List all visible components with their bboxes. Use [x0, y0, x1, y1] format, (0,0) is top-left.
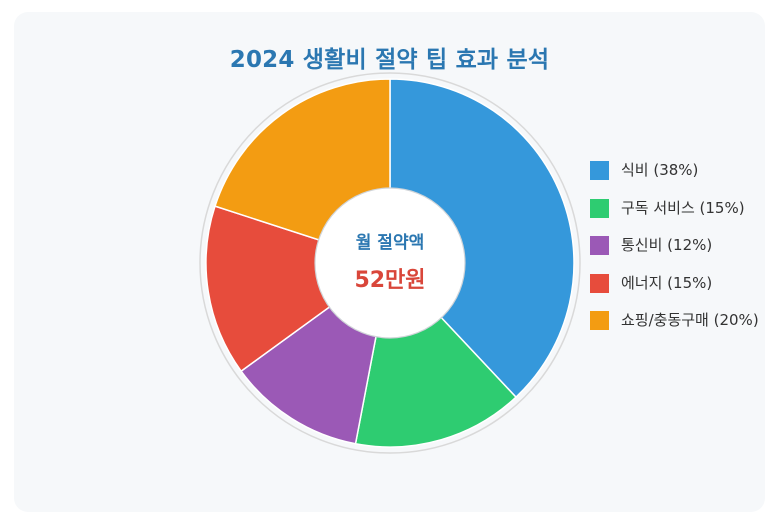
chart-title: 2024 생활비 절약 팁 효과 분석	[229, 47, 550, 73]
legend-swatch	[590, 236, 609, 255]
legend-label: 에너지 (15%)	[621, 273, 713, 292]
center-hole	[314, 187, 466, 339]
pie-slice-4	[205, 205, 392, 373]
legend-swatch	[590, 198, 609, 218]
chart-card: 2024 생활비 절약 팁 효과 분석 월 절약액 52만원 식비 (38%) 구…	[14, 12, 765, 512]
legend-item: 식비 (38%)	[590, 160, 765, 198]
center-label: 월 절약액	[355, 233, 425, 253]
legend: 식비 (38%) 구독 서비스 (15%) 통신비 (12%) 에너지 (15%) 쇼핑…	[590, 160, 765, 348]
donut-chart	[199, 72, 581, 454]
legend-label: 구독 서비스 (15%)	[621, 198, 745, 217]
legend-swatch	[590, 273, 609, 293]
pie-slice-1	[389, 78, 575, 399]
legend-swatch	[590, 161, 609, 180]
legend-label: 통신비 (12%)	[621, 236, 713, 254]
legend-item: 통신비 (12%)	[590, 235, 765, 273]
legend-label: 쇼핑/충동구매 (20%)	[621, 311, 759, 329]
legend-label: 식비 (38%)	[621, 161, 699, 179]
center-value: 52만원	[354, 268, 426, 293]
legend-item: 구독 서비스 (15%)	[590, 198, 765, 236]
legend-item: 에너지 (15%)	[590, 273, 765, 311]
chart-outline	[199, 72, 581, 454]
legend-swatch	[590, 311, 609, 330]
legend-item: 쇼핑/충동구매 (20%)	[590, 310, 765, 348]
